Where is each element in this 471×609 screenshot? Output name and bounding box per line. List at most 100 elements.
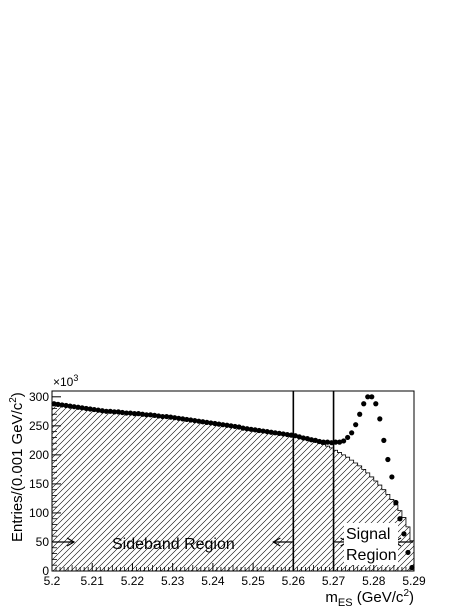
data-points [51,394,415,571]
signal-data-point [397,516,403,522]
region-boundaries [292,391,335,571]
sideband-right-arrow-head [272,537,281,547]
sideband-left-arrow-head [66,537,76,547]
background-data-point [127,410,134,416]
background-data-point [320,439,327,445]
background-data-point [248,426,254,432]
x-tick-label: 5.25 [241,574,265,588]
background-data-point [308,437,315,443]
background-data-point [168,414,174,420]
background-data-point [107,408,113,414]
signal-data-point [373,401,379,407]
background-data-point [103,408,109,414]
signal-data-point [336,439,343,445]
x-tick-label: 5.29 [402,574,426,588]
background-data-point [63,402,69,409]
background-data-point [75,404,81,410]
signal-data-point [389,474,395,480]
x-axis-title: mES (GeV/c2) [325,588,414,609]
background-data-point [264,429,270,435]
background-data-point [260,428,266,434]
background-data-point [160,413,166,420]
background-data-point [224,422,230,428]
background-data-point [328,440,335,446]
background-data-point [99,408,105,414]
background-data-point [67,403,73,409]
background-data-point [256,427,262,434]
background-data-point [196,418,202,424]
x-tick-label: 5.21 [81,574,105,588]
background-data-point [296,434,302,440]
background-data-point [228,423,234,429]
background-data-point [272,430,278,436]
y-tick-label: 300 [29,390,49,404]
background-data-point [200,419,206,425]
background-data-point [236,424,242,430]
background-data-point [55,401,61,407]
signal-data-point [405,549,411,556]
background-data-point [147,412,154,418]
axes [51,390,415,572]
signal-data-point [377,416,383,422]
signal-data-point [365,394,371,400]
x-tick-label: 5.24 [201,574,225,588]
background-data-point [155,413,162,419]
signal-region-label-line2: Region [346,547,397,564]
background-data-point [131,411,138,417]
background-data-point [204,419,210,425]
background-data-point [184,416,190,423]
background-data-point [276,430,282,436]
background-data-point [188,417,194,423]
background-data-point [292,433,298,439]
background-data-point [300,435,306,441]
signal-data-point [361,401,367,407]
background-data-point [240,425,246,431]
y-tick-label: 100 [29,506,49,520]
signal-data-point [357,411,363,417]
signal-data-point [409,564,415,571]
background-data-point [95,407,101,413]
x-tick-label: 5.26 [282,574,306,588]
x-tick-label: 5.2 [44,574,61,588]
y-tick-label: 50 [36,535,50,549]
background-data-point [192,418,198,424]
background-data-point [280,431,286,437]
background-data-point [232,423,238,430]
background-data-point [180,416,186,422]
background-data-point [288,432,294,438]
x-tick-label: 5.27 [322,574,346,588]
signal-region-label-line1: Signal [346,526,390,543]
background-data-point [139,411,146,417]
background-data-point [87,406,93,412]
background-data-point [91,406,97,413]
y-tick-label: 200 [29,448,49,462]
background-data-point [119,409,125,416]
x-tick-label: 5.23 [161,574,185,588]
signal-label-background [344,523,398,565]
y-tick-label: 250 [29,419,49,433]
background-data-point [172,415,178,421]
background-data-point [216,421,222,427]
background-data-point [123,410,130,416]
signal-data-point [385,456,391,463]
background-data-point [212,420,218,427]
background-data-point [304,436,311,442]
background-data-point [208,420,214,426]
signal-data-point [369,394,375,400]
signal-data-point [332,439,339,445]
background-data-point [79,405,85,411]
signal-data-point [341,438,347,444]
y-axis-title: Entries/(0.001 GeV/c2) [8,392,26,542]
signal-data-point [349,430,355,436]
x-tick-label: 5.28 [362,574,386,588]
background-data-point [111,409,117,415]
signal-data-point [345,434,351,441]
signal-data-point [381,437,387,443]
signal-data-point [401,531,407,537]
background-data-point [164,413,170,420]
background-data-point [151,412,158,418]
background-data-point [268,429,274,435]
signal-data-point [393,499,399,506]
background-data-point [316,438,323,445]
